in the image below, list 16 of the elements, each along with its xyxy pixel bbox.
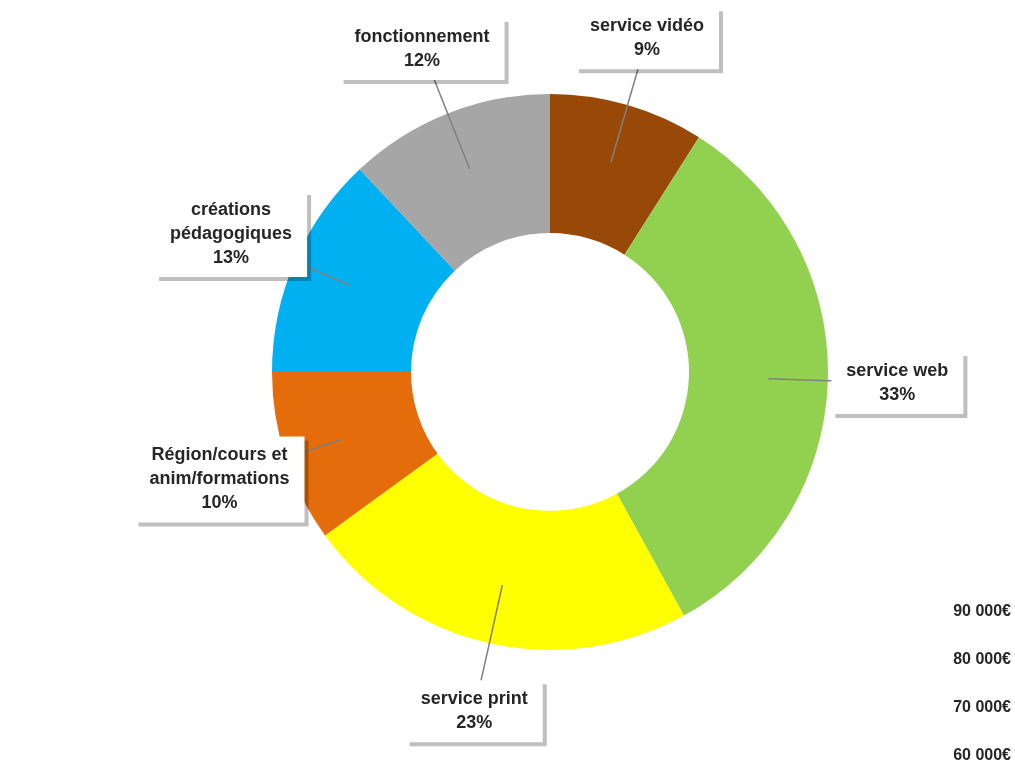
text: 60 000€	[953, 746, 1012, 764]
data-label: 10%	[201, 492, 238, 513]
slice-label: service web	[846, 359, 949, 380]
slice-label: fonctionnement	[354, 25, 490, 46]
text: 90 000€	[953, 602, 1012, 620]
slice-label: service print	[420, 688, 528, 709]
data-label: 9%	[633, 39, 660, 60]
text: 70 000€	[953, 698, 1012, 716]
slice-label: créations pédagogiques	[170, 198, 293, 243]
text: 80 000€	[953, 650, 1012, 668]
data-label: 33%	[879, 383, 916, 404]
data-label: 12%	[404, 49, 441, 70]
data-label: 13%	[213, 246, 250, 267]
slice-label: Région/cours et anim/formations	[149, 444, 290, 489]
data-label: 23%	[456, 712, 493, 733]
slice-label: service vidéo	[589, 15, 704, 36]
